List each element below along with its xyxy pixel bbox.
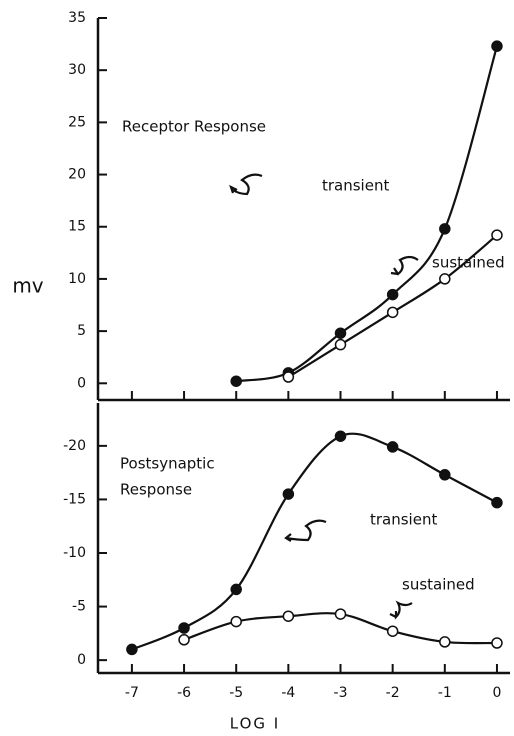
y-tick-label: -20	[63, 438, 86, 454]
y-tick-label: 15	[68, 219, 86, 235]
x-tick-label: 0	[493, 685, 502, 701]
data-point	[491, 496, 503, 509]
y-tick-label: 35	[68, 10, 86, 26]
x-tick-label: -1	[438, 685, 452, 701]
y-tick-label: 0	[77, 652, 86, 668]
data-point	[282, 371, 295, 383]
data-point	[439, 273, 451, 285]
data-point	[491, 637, 503, 649]
data-point	[439, 223, 451, 235]
series-line	[131, 432, 498, 651]
panel-title: Response	[120, 481, 192, 499]
y-tick-label: 0	[77, 375, 86, 391]
y-tick-label: 25	[68, 114, 86, 130]
x-tick-label: -3	[334, 685, 348, 701]
y-tick-label: 30	[68, 62, 86, 78]
data-point	[282, 610, 295, 622]
panel-title: Postsynaptic	[120, 455, 215, 473]
data-point	[178, 634, 190, 646]
y-tick-label: -15	[63, 491, 86, 507]
data-point	[126, 643, 138, 656]
arrow	[389, 600, 413, 620]
x-axis-label: LOG I	[230, 715, 280, 733]
y-axis-label: mv	[12, 274, 43, 298]
data-point	[334, 430, 347, 442]
x-tick-label: -4	[281, 685, 295, 701]
data-point	[334, 608, 347, 620]
y-tick-label: -10	[63, 545, 86, 561]
data-point	[439, 469, 451, 481]
data-point	[334, 327, 347, 339]
arrow	[390, 255, 419, 276]
data-point	[491, 229, 503, 241]
data-point	[282, 488, 295, 500]
data-point	[386, 306, 399, 319]
y-tick-label: 5	[77, 323, 86, 339]
data-point	[386, 288, 399, 301]
panel-title: Receptor Response	[122, 118, 266, 136]
data-point	[491, 40, 503, 52]
annotation: transient	[370, 511, 437, 529]
data-point	[230, 615, 242, 628]
series-line	[236, 45, 499, 383]
annotation: sustained	[432, 254, 505, 272]
data-point	[439, 636, 451, 648]
data-point	[178, 622, 190, 634]
data-point	[386, 441, 399, 453]
annotation: transient	[322, 177, 389, 195]
data-point	[386, 625, 399, 637]
annotation: sustained	[402, 576, 475, 594]
y-tick-label: 10	[68, 271, 86, 287]
x-tick-label: -2	[386, 685, 400, 701]
data-point	[334, 338, 347, 351]
x-tick-label: -6	[177, 685, 191, 701]
y-tick-label: 20	[68, 167, 86, 183]
arrow	[284, 519, 327, 542]
arrow	[229, 173, 263, 196]
x-tick-label: -5	[229, 685, 243, 701]
data-point	[230, 583, 242, 596]
y-tick-label: -5	[72, 599, 86, 615]
x-tick-label: -7	[125, 685, 139, 701]
data-point	[230, 375, 242, 387]
